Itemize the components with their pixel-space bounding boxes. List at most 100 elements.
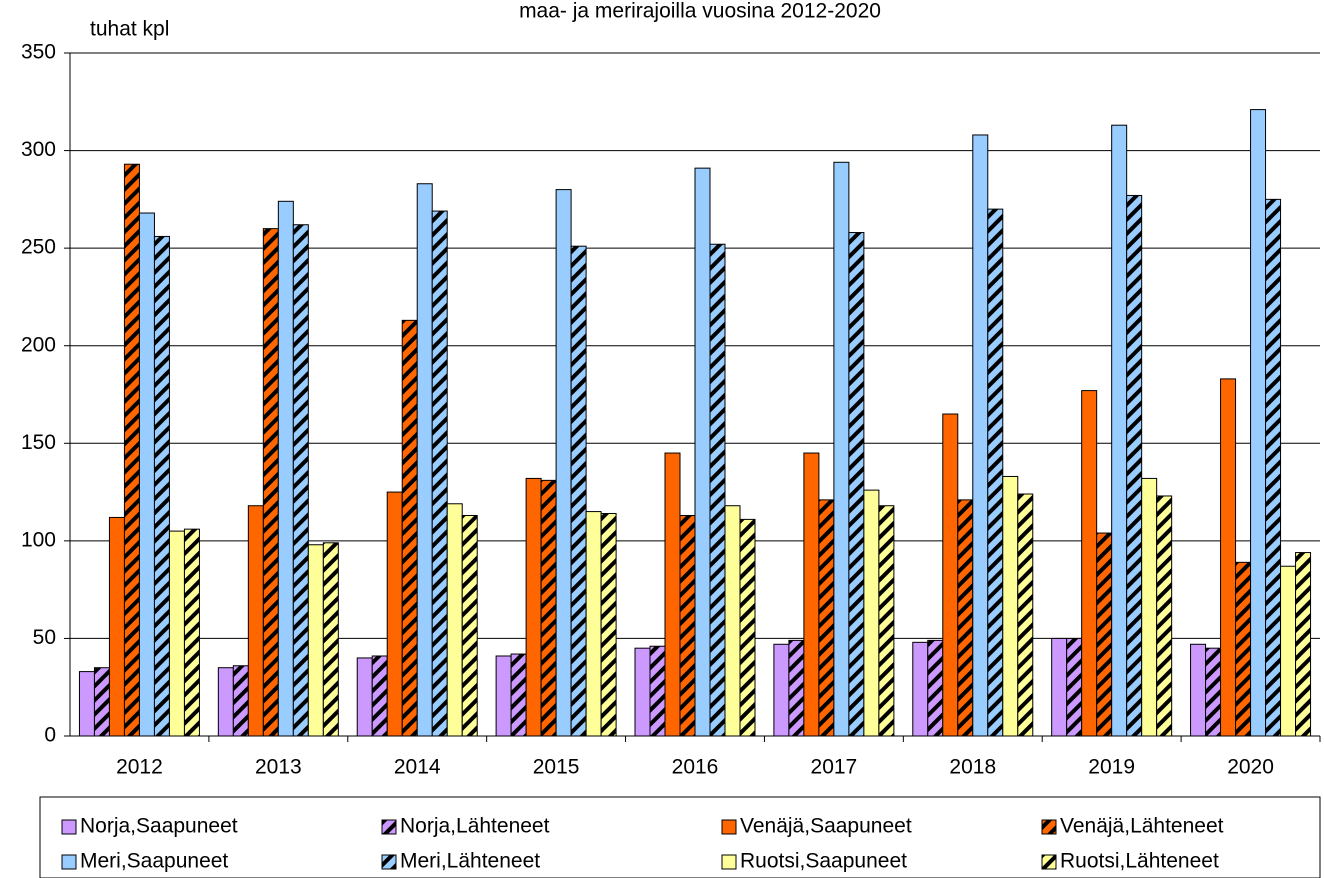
- bar: [1250, 109, 1267, 737]
- y-tick-label: 100: [21, 528, 56, 551]
- x-tick-label: 2014: [394, 756, 441, 779]
- bar: [833, 161, 850, 737]
- bar: [803, 452, 820, 737]
- y-tick-label: 50: [33, 626, 56, 649]
- bar: [78, 671, 95, 737]
- bar: [461, 514, 478, 737]
- bar: [570, 245, 587, 737]
- bar: [277, 200, 294, 737]
- bar: [912, 641, 929, 737]
- bar: [1017, 493, 1034, 737]
- y-axis-label: tuhat kpl: [90, 18, 169, 41]
- bar: [1066, 637, 1083, 737]
- bar: [1126, 194, 1143, 737]
- bar: [664, 452, 681, 737]
- bar: [818, 499, 835, 737]
- bar: [694, 167, 711, 737]
- bar: [217, 667, 234, 737]
- bar: [788, 639, 805, 737]
- bar: [709, 243, 726, 737]
- bar: [153, 235, 170, 737]
- bar: [525, 477, 542, 737]
- bar: [1235, 561, 1252, 737]
- bar: [649, 645, 666, 737]
- bar: [356, 657, 373, 737]
- legend-box: [39, 796, 1321, 878]
- legend-swatch: [721, 854, 737, 870]
- x-tick-label: 2018: [949, 756, 996, 779]
- bar: [1265, 198, 1282, 737]
- x-tick-label: 2013: [255, 756, 302, 779]
- bar: [510, 653, 527, 737]
- bar: [322, 542, 339, 737]
- x-tick-label: 2016: [672, 756, 719, 779]
- y-tick-label: 0: [44, 724, 56, 747]
- bar: [1280, 565, 1297, 737]
- x-tick-label: 2012: [116, 756, 163, 779]
- legend-label: Norja,Saapuneet: [80, 815, 238, 838]
- legend-label: Meri,Saapuneet: [80, 850, 228, 873]
- y-tick-label: 200: [21, 333, 56, 356]
- bar: [1141, 477, 1158, 737]
- bar: [1051, 637, 1068, 737]
- bar: [247, 505, 264, 737]
- bar: [1156, 495, 1173, 737]
- bar: [927, 639, 944, 737]
- bar: [957, 499, 974, 737]
- legend-label: Venäjä,Lähteneet: [1060, 815, 1224, 838]
- y-tick-label: 150: [21, 431, 56, 454]
- bar: [495, 655, 512, 737]
- y-tick-label: 300: [21, 138, 56, 161]
- bar: [634, 647, 651, 737]
- chart-title: maa- ja merirajoilla vuosina 2012-2020: [519, 0, 881, 23]
- bar: [848, 232, 865, 737]
- bar: [972, 134, 989, 737]
- bar: [416, 183, 433, 737]
- bar: [386, 491, 403, 737]
- bar: [878, 505, 895, 737]
- legend-swatch: [381, 854, 397, 870]
- x-tick-label: 2017: [811, 756, 858, 779]
- bar: [123, 163, 140, 737]
- legend-label: Ruotsi,Saapuneet: [740, 850, 907, 873]
- x-tick-label: 2019: [1088, 756, 1135, 779]
- bar: [446, 503, 463, 737]
- y-tick-label: 250: [21, 236, 56, 259]
- x-tick-label: 2020: [1227, 756, 1274, 779]
- bar: [1096, 532, 1113, 737]
- bar: [307, 544, 324, 737]
- bar: [431, 210, 448, 737]
- bar: [401, 319, 418, 737]
- legend-swatch: [1041, 819, 1057, 835]
- legend-swatch: [721, 819, 737, 835]
- legend-swatch: [61, 819, 77, 835]
- bar: [863, 489, 880, 737]
- bar: [183, 528, 200, 737]
- legend-swatch: [61, 854, 77, 870]
- legend-swatch: [1041, 854, 1057, 870]
- bar: [585, 511, 602, 737]
- bar: [168, 530, 185, 737]
- bar: [108, 516, 125, 737]
- legend-swatch: [381, 819, 397, 835]
- bar: [1220, 378, 1237, 737]
- legend-label: Venäjä,Saapuneet: [740, 815, 912, 838]
- bar: [1002, 475, 1019, 737]
- legend-label: Meri,Lähteneet: [400, 850, 540, 873]
- bar: [138, 212, 155, 737]
- bar: [232, 665, 249, 737]
- bar: [942, 413, 959, 737]
- bar: [739, 518, 756, 737]
- bar: [773, 643, 790, 737]
- y-tick-label: 350: [21, 41, 56, 64]
- bar: [1081, 390, 1098, 737]
- bar: [1205, 647, 1222, 737]
- bar: [1111, 124, 1128, 737]
- bar: [93, 667, 110, 737]
- bar: [555, 189, 572, 737]
- bar: [371, 655, 388, 737]
- legend-label: Norja,Lähteneet: [400, 815, 550, 838]
- bar: [987, 208, 1004, 737]
- legend-label: Ruotsi,Lähteneet: [1060, 850, 1219, 873]
